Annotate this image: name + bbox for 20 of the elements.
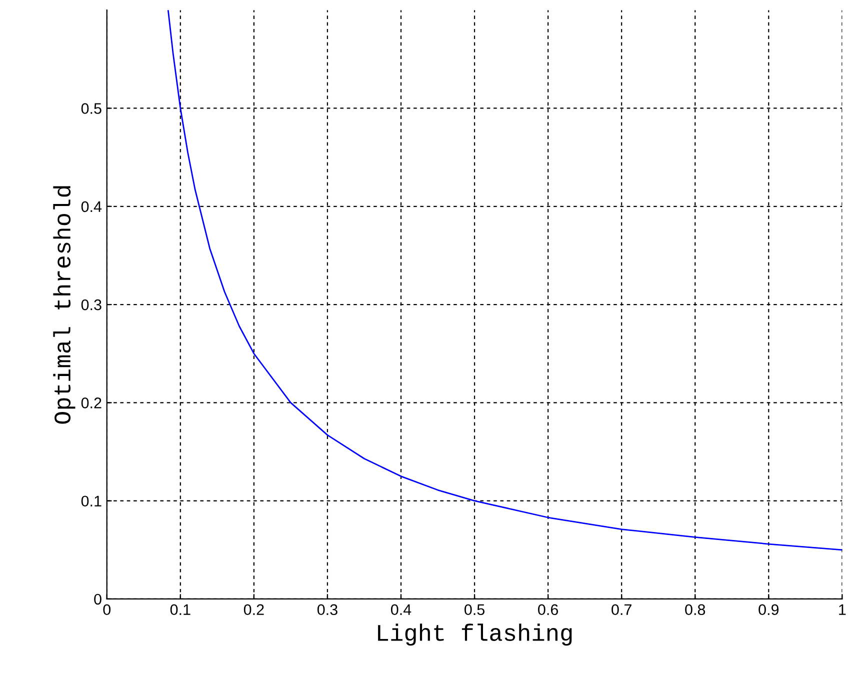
x-tick-label: 0.5 (464, 604, 485, 616)
y-tick-label: 0.1 (81, 496, 102, 507)
y-tick-label: 0.3 (81, 299, 102, 310)
x-tick-label: 0.4 (390, 604, 412, 616)
x-tick-label: 0.1 (170, 604, 190, 616)
x-tick-label: 0.3 (317, 604, 338, 616)
x-tick-label: 0.7 (612, 604, 632, 616)
line-series (167, 10, 842, 551)
x-tick-label: 0 (103, 604, 111, 616)
y-tick-label: 0 (94, 594, 102, 605)
x-tick-label: 0.6 (538, 604, 558, 616)
x-tick-label: 0.9 (758, 604, 779, 616)
x-axis-title: Light flashing (378, 624, 572, 646)
y-axis-title: Optimal threshold (53, 186, 76, 424)
x-tick-label: 1 (839, 604, 846, 615)
x-tick-label: 0.8 (685, 604, 706, 616)
y-tick-label: 0.2 (81, 398, 102, 408)
x-tick-label: 0.2 (244, 604, 264, 616)
y-tick-label: 0.4 (81, 201, 102, 212)
y-tick-label: 0.5 (81, 103, 102, 114)
